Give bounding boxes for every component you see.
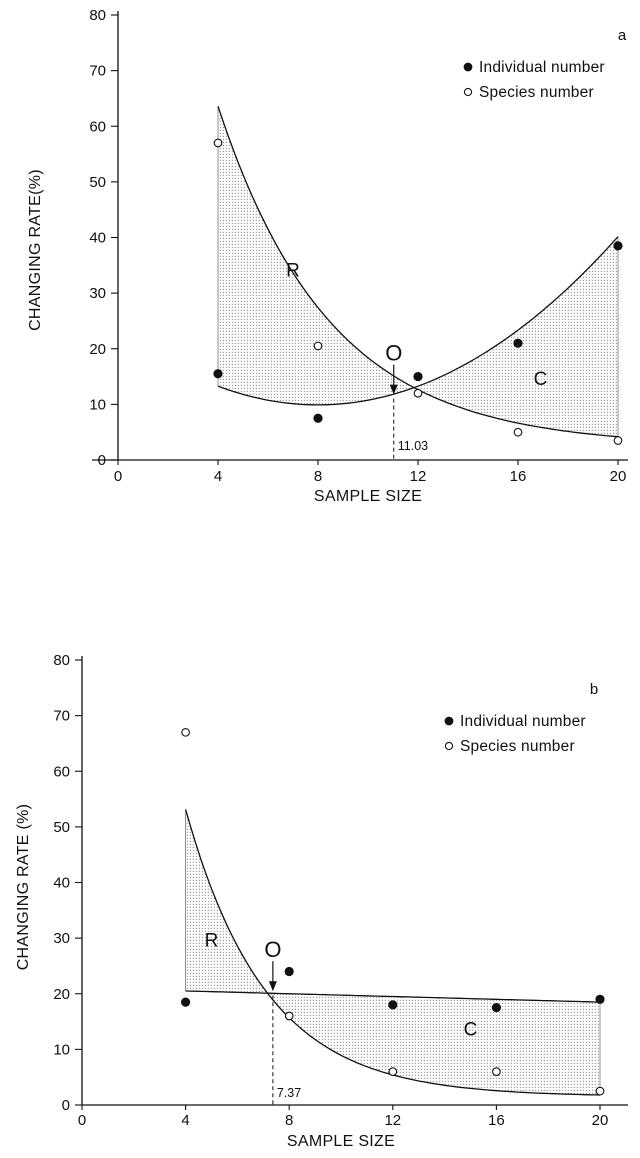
y-tick-label: 80	[53, 652, 70, 669]
data-point-individual	[413, 371, 423, 382]
data-point-species	[613, 436, 623, 445]
y-tick-label: 10	[53, 1041, 70, 1058]
y-tick-label: 0	[62, 1097, 70, 1114]
legend-marker	[444, 716, 454, 726]
data-point-species	[388, 1067, 398, 1076]
legend-marker	[463, 62, 473, 72]
legend-marker	[444, 741, 454, 751]
data-point-individual	[513, 338, 523, 348]
y-tick-label: 80	[89, 7, 106, 24]
data-point-individual	[181, 997, 191, 1007]
data-point-species	[595, 1086, 605, 1096]
legend-marker	[463, 87, 473, 97]
data-point-individual	[595, 994, 605, 1004]
x-tick-label: 16	[510, 468, 527, 485]
crossover-label: O	[385, 341, 402, 366]
x-tick-label: 0	[114, 468, 122, 485]
data-point-species	[284, 1011, 294, 1021]
x-tick-label: 8	[314, 468, 322, 485]
y-tick-label: 10	[89, 396, 106, 413]
y-tick-label: 40	[53, 875, 70, 892]
y-tick-label: 50	[53, 819, 70, 836]
fit-curve-series-0	[185, 990, 601, 1003]
crossover-value: 11.03	[398, 439, 428, 453]
data-point-species	[492, 1067, 501, 1076]
legend-label: Species number	[460, 738, 575, 755]
x-tick-label: 16	[488, 1112, 505, 1129]
y-tick-label: 70	[53, 708, 70, 725]
x-axis-title: SAMPLE SIZE	[314, 488, 422, 505]
data-point-individual	[313, 413, 323, 423]
region-label-c: C	[464, 1019, 478, 1040]
x-tick-label: 12	[410, 468, 427, 485]
data-point-species	[513, 427, 523, 437]
data-point-species	[413, 388, 423, 398]
y-axis-title: CHANGING RATE(%)	[27, 169, 44, 331]
region-label-r: R	[205, 930, 219, 951]
data-point-individual	[213, 369, 223, 379]
legend-label: Individual number	[479, 59, 605, 76]
y-tick-label: 30	[53, 930, 70, 947]
data-point-individual	[613, 241, 623, 251]
fit-curve-series-0	[217, 236, 619, 406]
x-tick-label: 8	[285, 1112, 293, 1129]
data-point-individual	[491, 1003, 501, 1013]
shaded-region-r	[218, 106, 394, 405]
y-tick-label: 60	[89, 118, 106, 135]
x-tick-label: 20	[592, 1112, 609, 1129]
y-tick-label: 20	[89, 341, 106, 358]
region-label-r: R	[286, 260, 300, 281]
crossover-arrow-head	[268, 981, 277, 992]
x-tick-label: 4	[214, 468, 222, 485]
x-tick-label: 20	[610, 468, 627, 485]
y-tick-label: 60	[53, 763, 70, 780]
chart-panel-b: 0 10 20 30 40 50 60 70 80 0 4 8 12 16 20 SAMPLE SIZE CHA…	[15, 652, 628, 1150]
y-tick-label: 30	[89, 285, 106, 302]
region-label-c: C	[534, 369, 548, 390]
x-tick-label: 12	[384, 1112, 401, 1129]
y-tick-label: 70	[89, 63, 106, 80]
crossover-label: O	[264, 937, 281, 962]
y-tick-label: 0	[98, 452, 106, 469]
panel-letter: b	[590, 681, 598, 698]
data-point-individual	[388, 1000, 398, 1010]
data-point-species	[213, 138, 223, 148]
x-tick-label: 0	[78, 1112, 86, 1129]
panel-letter: a	[618, 27, 627, 44]
y-axis-title: CHANGING RATE (%)	[15, 804, 32, 971]
data-point-individual	[284, 966, 294, 977]
crossover-value: 7.37	[277, 1086, 301, 1100]
shaded-region-c	[393, 236, 618, 437]
y-tick-label: 40	[89, 230, 106, 247]
x-tick-label: 4	[181, 1112, 189, 1129]
shaded-region-c	[272, 993, 600, 1095]
shaded-region-r	[185, 809, 273, 1000]
x-axis-title: SAMPLE SIZE	[287, 1133, 395, 1150]
legend-label: Individual number	[460, 713, 586, 730]
chart-panel-a: 0 10 20 30 40 50 60 70 80 0 4 8 12 16 20 SAMPLE SIZE CHA…	[27, 7, 628, 505]
data-point-species	[181, 727, 190, 737]
y-tick-label: 50	[89, 174, 106, 191]
crossover-arrow-head	[389, 384, 398, 395]
legend-label: Species number	[479, 84, 594, 101]
y-tick-label: 20	[53, 986, 70, 1003]
data-point-species	[313, 341, 323, 351]
